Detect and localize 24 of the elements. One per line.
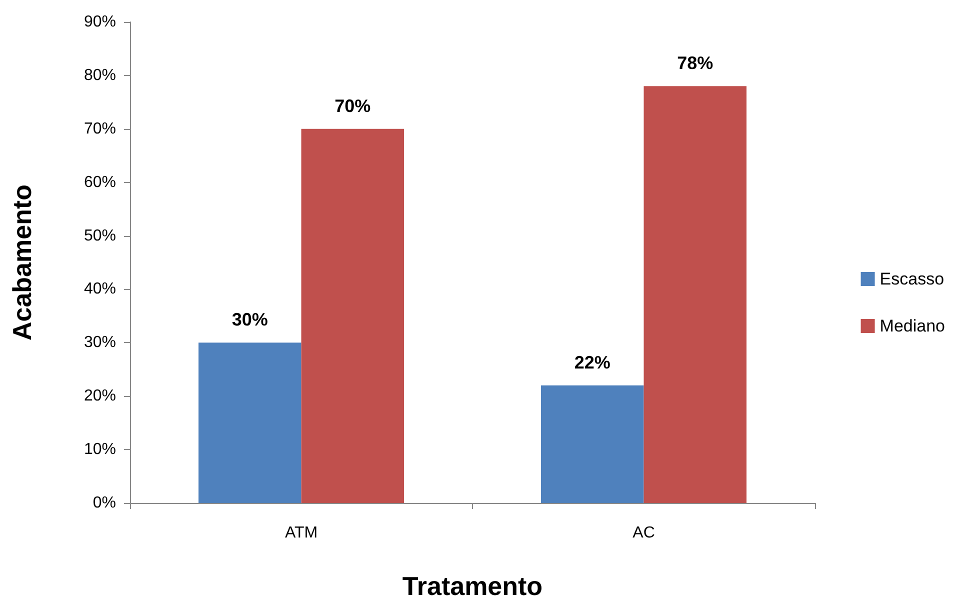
y-tick-label: 50% <box>84 227 116 244</box>
y-tick-label: 10% <box>84 441 116 458</box>
data-label: 70% <box>334 96 371 116</box>
y-tick-label: 30% <box>84 334 116 352</box>
y-tick-label: 90% <box>84 14 116 30</box>
y-tick-label: 60% <box>84 174 116 191</box>
x-tick-label: AC <box>632 524 655 542</box>
bar <box>541 385 644 503</box>
x-axis-title: Tratamento <box>402 571 543 601</box>
legend-label: Mediano <box>880 316 946 336</box>
bar <box>644 86 746 503</box>
y-tick-label: 40% <box>84 280 116 298</box>
x-tick-label: ATM <box>284 524 318 542</box>
y-tick-label: 20% <box>84 388 116 405</box>
data-label: 78% <box>677 53 714 74</box>
y-tick-label: 70% <box>84 120 116 138</box>
y-tick-label: 80% <box>84 66 116 84</box>
bar <box>198 342 302 503</box>
bar <box>301 128 404 503</box>
y-axis-title: Acabamento <box>7 184 37 341</box>
legend-label: Escasso <box>880 270 944 288</box>
data-label: 30% <box>232 310 268 330</box>
data-label: 22% <box>574 352 610 372</box>
y-tick-label: 0% <box>92 494 116 512</box>
